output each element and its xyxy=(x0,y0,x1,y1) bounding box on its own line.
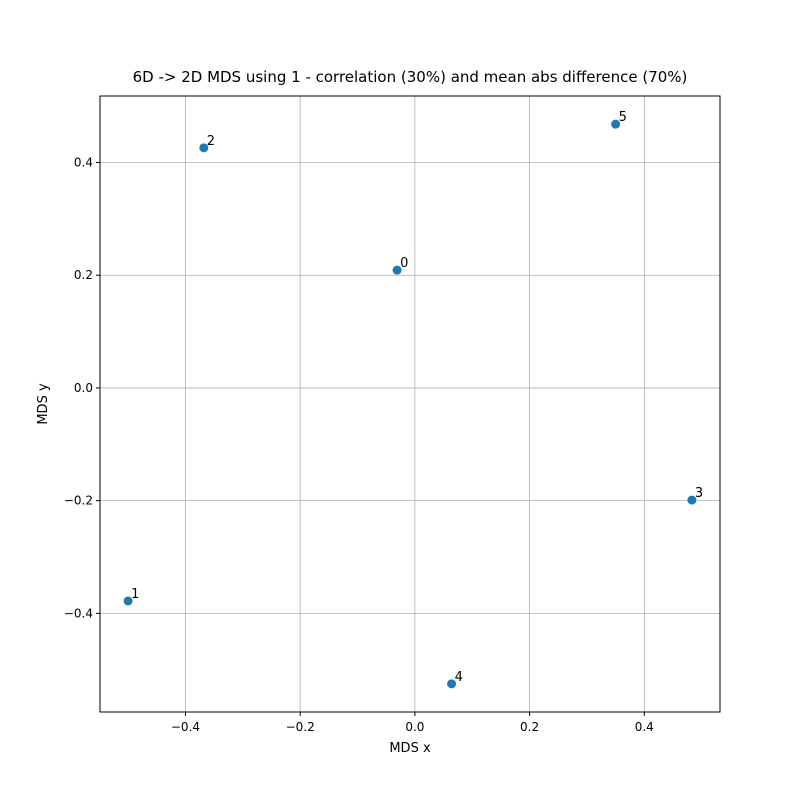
point xyxy=(392,265,402,275)
y-tick-label: 0.2 xyxy=(74,268,93,282)
x-tick-label: −0.4 xyxy=(171,720,200,734)
point xyxy=(687,495,697,505)
x-tick-label: 0.2 xyxy=(520,720,539,734)
point-label: 3 xyxy=(695,486,703,501)
plot-frame xyxy=(99,95,721,713)
point-label: 4 xyxy=(455,670,463,685)
point xyxy=(199,143,209,153)
chart-title: 6D -> 2D MDS using 1 - correlation (30%)… xyxy=(133,68,688,86)
x-tick-label: 0.0 xyxy=(405,720,424,734)
point xyxy=(611,119,621,129)
y-tick-label: −0.2 xyxy=(64,494,93,508)
x-tick-label: 0.4 xyxy=(635,720,654,734)
y-axis-label: MDS y xyxy=(36,383,51,425)
x-axis-label: MDS x xyxy=(389,741,431,756)
x-tick-label: −0.2 xyxy=(286,720,315,734)
point-label: 5 xyxy=(619,110,627,125)
point-label: 2 xyxy=(207,134,215,149)
point-label: 0 xyxy=(400,256,408,271)
point-label: 1 xyxy=(131,587,139,602)
point xyxy=(123,596,133,606)
y-tick-label: 0.4 xyxy=(74,156,93,170)
y-tick-label: 0.0 xyxy=(74,381,93,395)
y-tick-label: −0.4 xyxy=(64,606,93,620)
point xyxy=(447,679,457,689)
